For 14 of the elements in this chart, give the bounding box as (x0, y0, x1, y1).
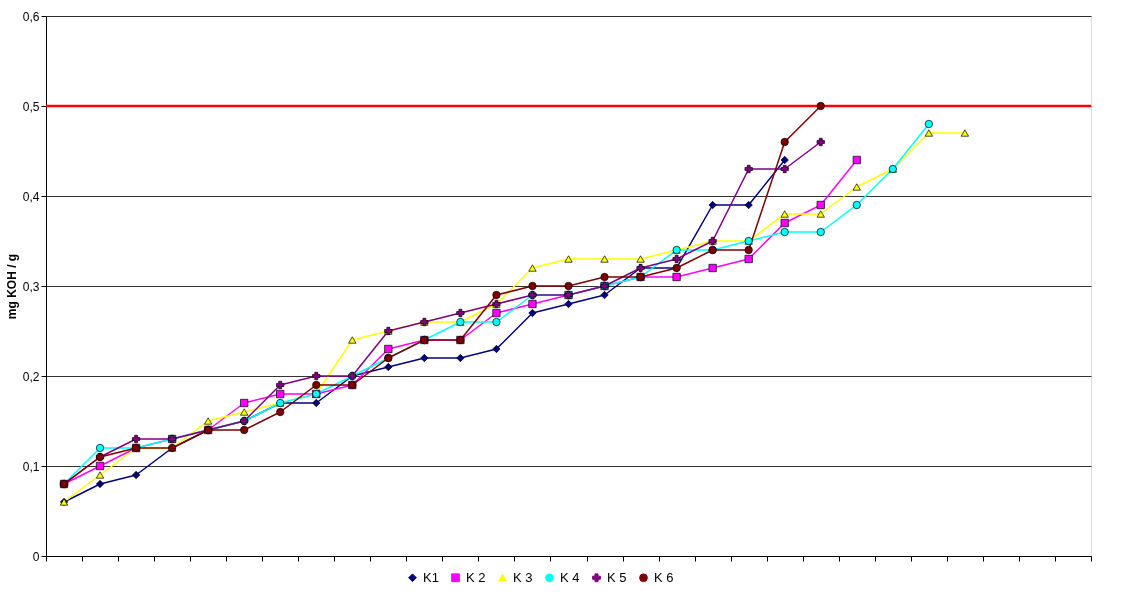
y-axis-title: mg KOH / g (4, 253, 19, 320)
y-tick-label: 0,3 (22, 279, 40, 294)
y-tick-label: 0,1 (22, 459, 40, 474)
y-tick-label: 0,6 (22, 9, 40, 24)
legend-label: K1 (423, 569, 439, 585)
legend-label: K 3 (513, 569, 533, 585)
y-tick-label: 0 (32, 549, 40, 564)
y-tick-label: 0,5 (22, 99, 40, 114)
y-tick-label: 0,4 (22, 189, 40, 204)
legend-label: K 4 (560, 569, 580, 585)
legend-label: K 2 (466, 569, 486, 585)
y-tick-label: 0,2 (22, 369, 40, 384)
legend-label: K 5 (607, 569, 627, 585)
legend-label: K 6 (654, 569, 674, 585)
